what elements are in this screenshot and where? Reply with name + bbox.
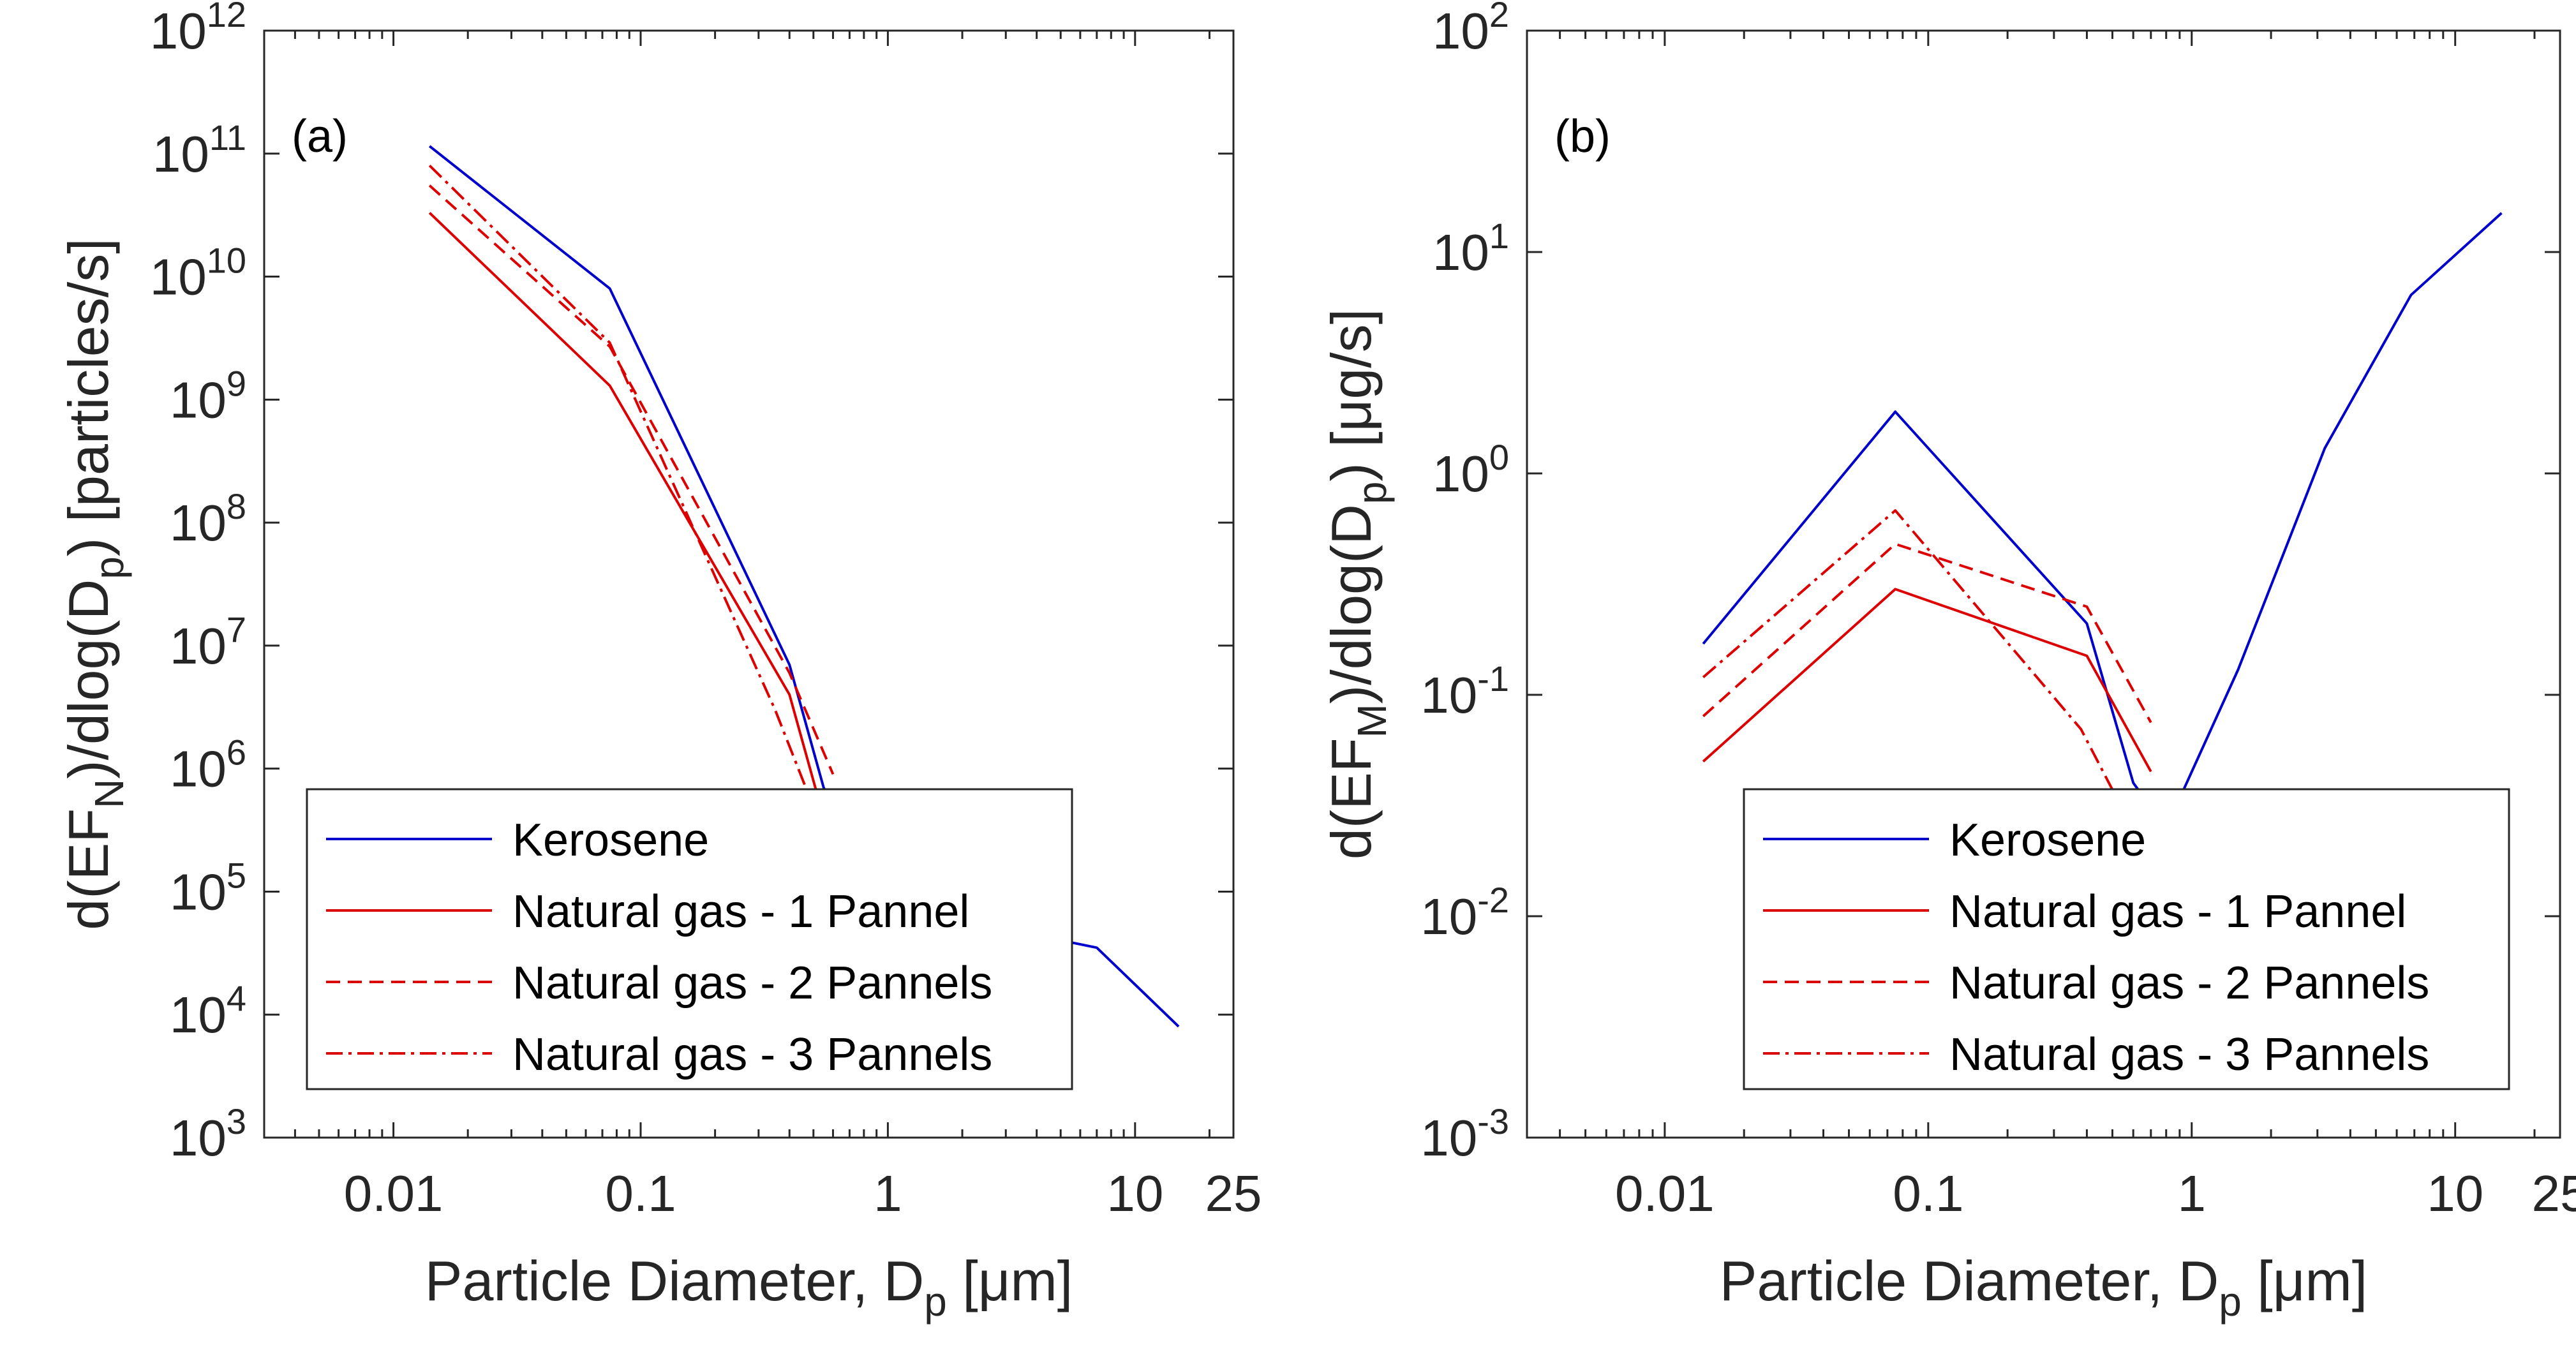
x-axis-label: Particle Diameter, Dp [μm] <box>425 1249 1073 1325</box>
series-line <box>1702 542 2152 724</box>
y-tick-label: 1011 <box>153 117 246 182</box>
x-tick-label: 0.1 <box>605 1165 676 1222</box>
legend-label: Natural gas - 1 Pannel <box>512 886 969 937</box>
chart-panel-1: 0.01 0.1 1 10 25 103 104 105 106 107 108 109 1010 101… <box>57 0 1262 1325</box>
panel-label: (b) <box>1554 111 1611 162</box>
legend-label: Natural gas - 3 Pannels <box>1949 1029 2429 1080</box>
y-tick-label: 108 <box>170 486 246 551</box>
y-tick-label: 109 <box>170 363 246 428</box>
series-line <box>428 165 825 834</box>
legend-label: Kerosene <box>512 815 709 866</box>
series-line <box>1702 588 2152 773</box>
x-tick-label: 1 <box>874 1165 902 1222</box>
legend: Kerosene Natural gas - 1 Pannel Natural ga… <box>306 788 1073 1090</box>
x-tick-label: 25 <box>2532 1165 2576 1222</box>
x-tick-label: 25 <box>1205 1165 1262 1222</box>
legend-label: Natural gas - 2 Pannels <box>1949 958 2429 1009</box>
chart-panel-2: 0.01 0.1 1 10 25 10-3 10-2 10-1 100 101 102 (b) Kero… <box>1320 0 2576 1325</box>
y-tick-label: 105 <box>170 855 246 920</box>
legend-label: Natural gas - 1 Pannel <box>1949 886 2406 937</box>
legend: Kerosene Natural gas - 1 Pannel Natural ga… <box>1743 788 2510 1090</box>
legend-label: Natural gas - 2 Pannels <box>512 958 992 1009</box>
y-tick-label: 102 <box>1433 0 1509 59</box>
legend-label: Natural gas - 3 Pannels <box>512 1029 992 1080</box>
y-tick-label: 10-3 <box>1420 1101 1509 1166</box>
y-tick-label: 10-1 <box>1420 658 1509 724</box>
series-line <box>428 184 835 775</box>
x-tick-label: 10 <box>1106 1165 1163 1222</box>
series-line <box>1702 509 2125 812</box>
panel-label: (a) <box>292 111 348 162</box>
y-tick-label: 107 <box>170 609 246 674</box>
x-tick-label: 1 <box>2178 1165 2207 1222</box>
y-tick-label: 106 <box>170 732 246 798</box>
x-tick-label: 10 <box>2427 1165 2483 1222</box>
y-tick-label: 104 <box>170 978 246 1043</box>
x-tick-label: 0.01 <box>1615 1165 1715 1222</box>
y-tick-label: 1012 <box>150 0 246 59</box>
y-axis-label: d(EFM)/dlog(Dp) [μg/s] <box>1320 309 1395 859</box>
x-tick-label: 0.1 <box>1893 1165 1963 1222</box>
x-axis-label: Particle Diameter, Dp [μm] <box>1720 1249 2367 1325</box>
y-tick-label: 101 <box>1433 216 1509 281</box>
y-tick-label: 100 <box>1433 437 1509 502</box>
y-tick-label: 103 <box>170 1101 246 1166</box>
y-tick-label: 10-2 <box>1420 880 1509 945</box>
y-tick-label: 1010 <box>150 241 246 306</box>
y-axis-label: d(EFN)/dlog(Dp) [particles/s] <box>57 238 132 930</box>
x-tick-label: 0.01 <box>344 1165 443 1222</box>
legend-label: Kerosene <box>1949 815 2146 866</box>
